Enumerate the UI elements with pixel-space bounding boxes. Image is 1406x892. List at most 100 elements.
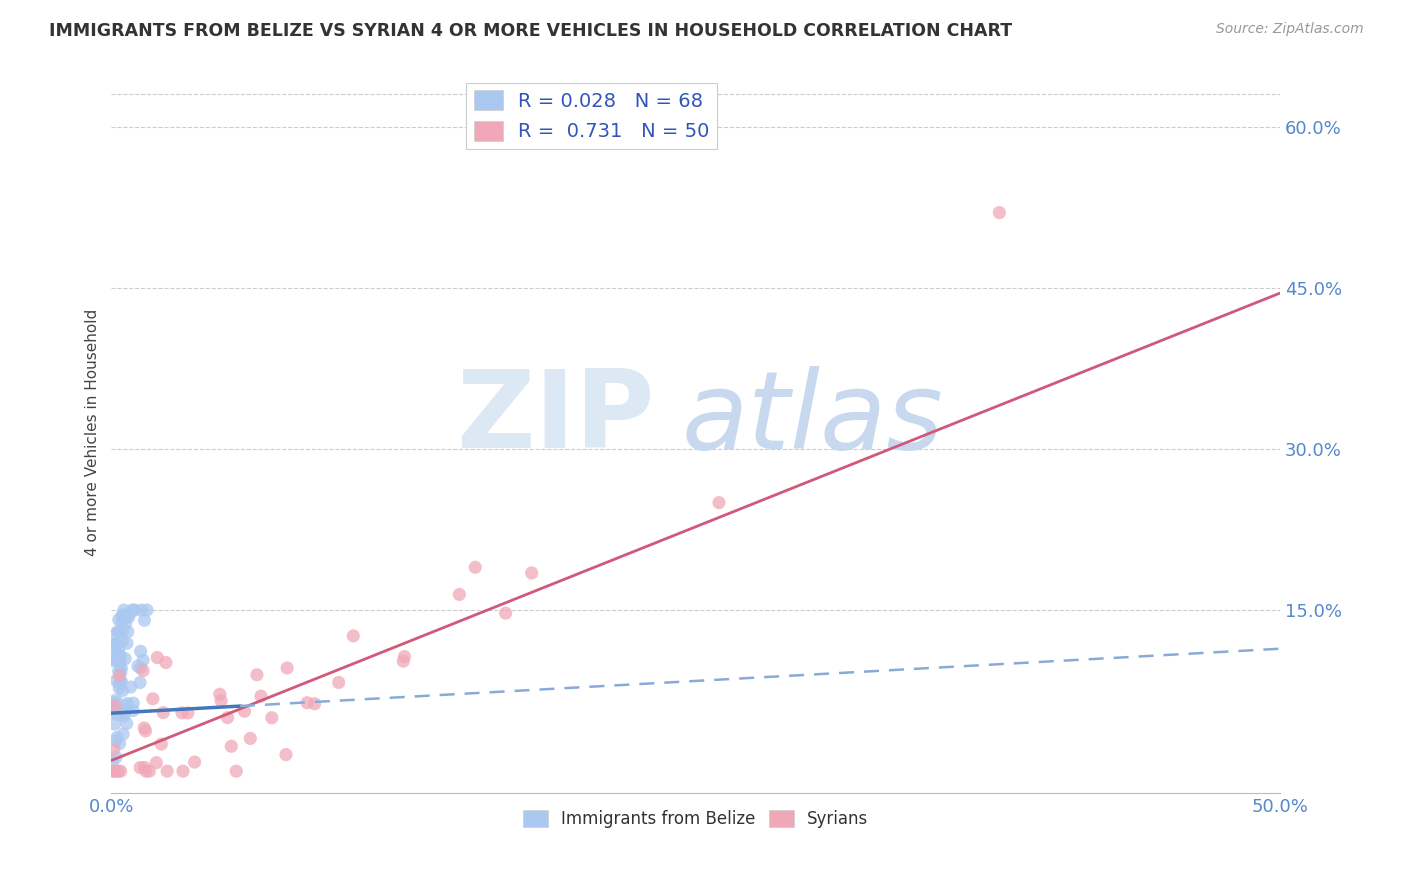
Point [114, 617, 136, 632]
Point [225, 764, 247, 779]
Point [118, 610, 141, 624]
Point [134, 723, 156, 738]
Point [112, 727, 135, 741]
Point [170, 706, 193, 720]
Point [105, 731, 128, 745]
Point [103, 647, 125, 661]
Legend: Immigrants from Belize, Syrians: Immigrants from Belize, Syrians [516, 803, 875, 835]
Point [394, 649, 416, 664]
Point [110, 674, 132, 689]
Point [342, 629, 364, 643]
Point [295, 696, 318, 710]
Point [134, 760, 156, 774]
Point [104, 764, 127, 779]
Point [110, 764, 132, 779]
Point [111, 624, 134, 639]
Text: IMMIGRANTS FROM BELIZE VS SYRIAN 4 OR MORE VEHICLES IN HOUSEHOLD CORRELATION CHA: IMMIGRANTS FROM BELIZE VS SYRIAN 4 OR MO… [49, 22, 1012, 40]
Point [110, 674, 132, 689]
Point [145, 756, 167, 770]
Point [111, 608, 134, 623]
Point [104, 717, 127, 731]
Point [138, 764, 160, 779]
Point [115, 636, 138, 650]
Point [129, 675, 152, 690]
Point [121, 603, 143, 617]
Point [217, 710, 239, 724]
Text: ZIP: ZIP [456, 366, 655, 472]
Point [104, 696, 127, 710]
Point [105, 637, 128, 651]
Point [209, 694, 232, 708]
Point [221, 739, 243, 754]
Point [129, 760, 152, 774]
Point [122, 704, 145, 718]
Point [127, 659, 149, 673]
Point [246, 667, 269, 681]
Point [250, 689, 273, 703]
Point [105, 673, 128, 688]
Point [146, 650, 169, 665]
Point [115, 609, 138, 624]
Point [108, 669, 131, 683]
Point [108, 625, 131, 640]
Point [152, 706, 174, 720]
Point [233, 704, 256, 718]
Point [108, 681, 131, 695]
Point [122, 696, 145, 710]
Point [103, 764, 125, 779]
Point [104, 699, 127, 714]
Point [142, 691, 165, 706]
Point [129, 644, 152, 658]
Point [107, 764, 129, 779]
Point [132, 653, 155, 667]
Point [108, 648, 131, 663]
Point [110, 661, 132, 675]
Point [449, 587, 471, 601]
Point [132, 664, 155, 678]
Point [183, 755, 205, 769]
Point [101, 755, 124, 769]
Point [108, 737, 131, 751]
Point [105, 648, 128, 662]
Point [111, 634, 134, 648]
Point [520, 566, 543, 580]
Point [101, 653, 124, 667]
Point [177, 706, 200, 720]
Point [103, 742, 125, 756]
Y-axis label: 4 or more Vehicles in Household: 4 or more Vehicles in Household [86, 310, 100, 557]
Point [131, 603, 153, 617]
Point [107, 624, 129, 639]
Point [107, 707, 129, 722]
Point [112, 603, 135, 617]
Point [105, 637, 128, 651]
Point [105, 638, 128, 652]
Point [112, 706, 135, 720]
Point [107, 613, 129, 627]
Point [276, 661, 298, 675]
Point [104, 693, 127, 707]
Point [103, 764, 125, 779]
Point [304, 697, 326, 711]
Point [135, 764, 157, 779]
Text: Source: ZipAtlas.com: Source: ZipAtlas.com [1216, 22, 1364, 37]
Point [134, 721, 156, 735]
Point [707, 495, 730, 509]
Point [208, 687, 231, 701]
Point [136, 603, 159, 617]
Point [134, 613, 156, 627]
Point [274, 747, 297, 762]
Point [392, 654, 415, 668]
Point [115, 607, 138, 622]
Point [108, 676, 131, 690]
Point [114, 651, 136, 665]
Point [111, 683, 134, 698]
Point [464, 560, 486, 574]
Point [129, 661, 152, 675]
Point [124, 603, 146, 617]
Point [260, 711, 283, 725]
Point [156, 764, 179, 779]
Point [117, 624, 139, 639]
Point [111, 615, 134, 630]
Point [328, 675, 350, 690]
Point [155, 656, 177, 670]
